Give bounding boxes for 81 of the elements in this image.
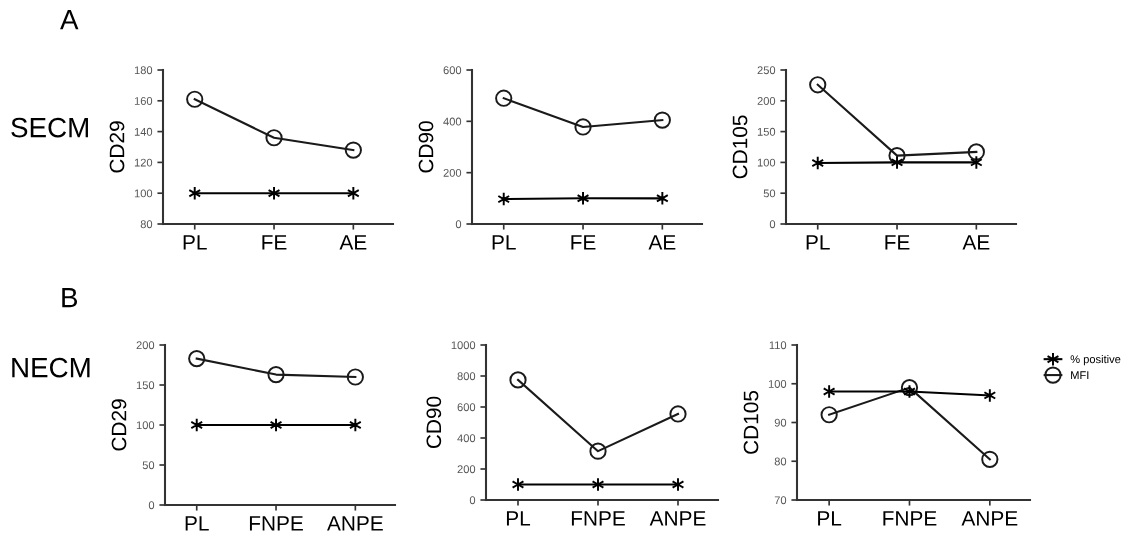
y-axis-title: CD29	[111, 399, 127, 451]
y-tick-label: 180	[134, 66, 153, 75]
x-tick-label: PL	[185, 516, 209, 531]
y-tick-label: 50	[142, 461, 155, 470]
point	[653, 111, 671, 129]
point	[900, 379, 919, 397]
text: B	[62, 288, 78, 308]
x-tick-label: AE	[962, 235, 990, 250]
point	[344, 141, 362, 159]
y-tick-label: 0	[769, 220, 776, 229]
x-tick-label: AE	[648, 235, 676, 250]
y-tick-label: 120	[134, 158, 153, 167]
text: NECM	[12, 357, 90, 378]
x-tick-label: ANPE	[961, 511, 1018, 526]
legend-label: % positive	[1070, 355, 1121, 366]
point	[265, 129, 283, 147]
x-tick-label: PL	[818, 511, 842, 526]
y-tick-label: 600	[457, 403, 476, 412]
y-tick-label: 50	[763, 189, 776, 198]
y-tick-label: 1000	[451, 341, 476, 350]
point	[981, 450, 999, 468]
point	[967, 143, 985, 161]
text: A	[60, 10, 79, 30]
y-tick-label: 100	[136, 421, 155, 430]
y-tick-label: 0	[148, 501, 155, 510]
point	[186, 90, 204, 108]
y-tick-label: 200	[136, 341, 155, 350]
y-tick-label: 200	[757, 97, 776, 105]
y-tick-label: 80	[774, 457, 787, 466]
point	[809, 76, 827, 94]
x-tick-label: FE	[885, 235, 910, 250]
y-tick-label: 200	[443, 168, 462, 177]
x-tick-label: FE	[262, 235, 287, 250]
x-tick-label: PL	[806, 235, 830, 250]
y-axis-title: CD105	[732, 115, 748, 179]
x-tick-label: PL	[183, 235, 207, 250]
y-tick-label: 160	[134, 97, 153, 105]
x-tick-label: PL	[506, 511, 531, 526]
y-tick-label: 400	[457, 434, 476, 443]
x-tick-label: ANPE	[649, 511, 706, 526]
point	[822, 384, 836, 399]
y-tick-label: 90	[774, 418, 787, 427]
y-tick-label: 100	[768, 380, 787, 388]
y-tick-label: 400	[443, 117, 462, 126]
legend-label: MFI	[1071, 371, 1089, 379]
y-tick-label: 0	[455, 220, 462, 229]
y-tick-label: 110	[769, 341, 787, 350]
y-tick-label: 150	[136, 381, 155, 390]
x-tick-label: AE	[339, 235, 367, 250]
x-tick-label: PL	[492, 235, 516, 250]
point	[669, 405, 687, 423]
point	[267, 365, 285, 384]
point	[589, 442, 607, 460]
y-tick-label: 800	[457, 372, 476, 381]
x-tick-label: FNPE	[249, 516, 303, 531]
point	[509, 371, 527, 389]
x-tick-label: FNPE	[571, 511, 625, 526]
point	[188, 349, 206, 368]
y-axis-title: CD90	[418, 121, 434, 173]
y-tick-label: 100	[757, 158, 776, 167]
y-tick-label: 600	[443, 66, 462, 75]
y-tick-label: 70	[774, 496, 787, 505]
point	[820, 406, 838, 424]
y-tick-label: 250	[757, 66, 776, 75]
y-axis-title: CD29	[109, 121, 125, 173]
x-tick-label: ANPE	[327, 516, 383, 531]
point	[574, 118, 592, 136]
y-tick-label: 200	[457, 465, 476, 474]
x-tick-label: FE	[571, 235, 596, 250]
y-axis-title: CD90	[426, 396, 442, 449]
y-axis-title: CD105	[743, 390, 759, 454]
y-tick-label: 140	[134, 127, 153, 136]
y-tick-label: 0	[469, 496, 476, 505]
x-tick-label: FNPE	[883, 511, 937, 526]
point	[495, 89, 513, 107]
y-tick-label: 100	[134, 189, 153, 198]
text: SECM	[11, 117, 88, 138]
point	[269, 417, 283, 433]
y-tick-label: 80	[140, 220, 153, 229]
point	[346, 368, 364, 386]
y-tick-label: 150	[757, 127, 776, 136]
